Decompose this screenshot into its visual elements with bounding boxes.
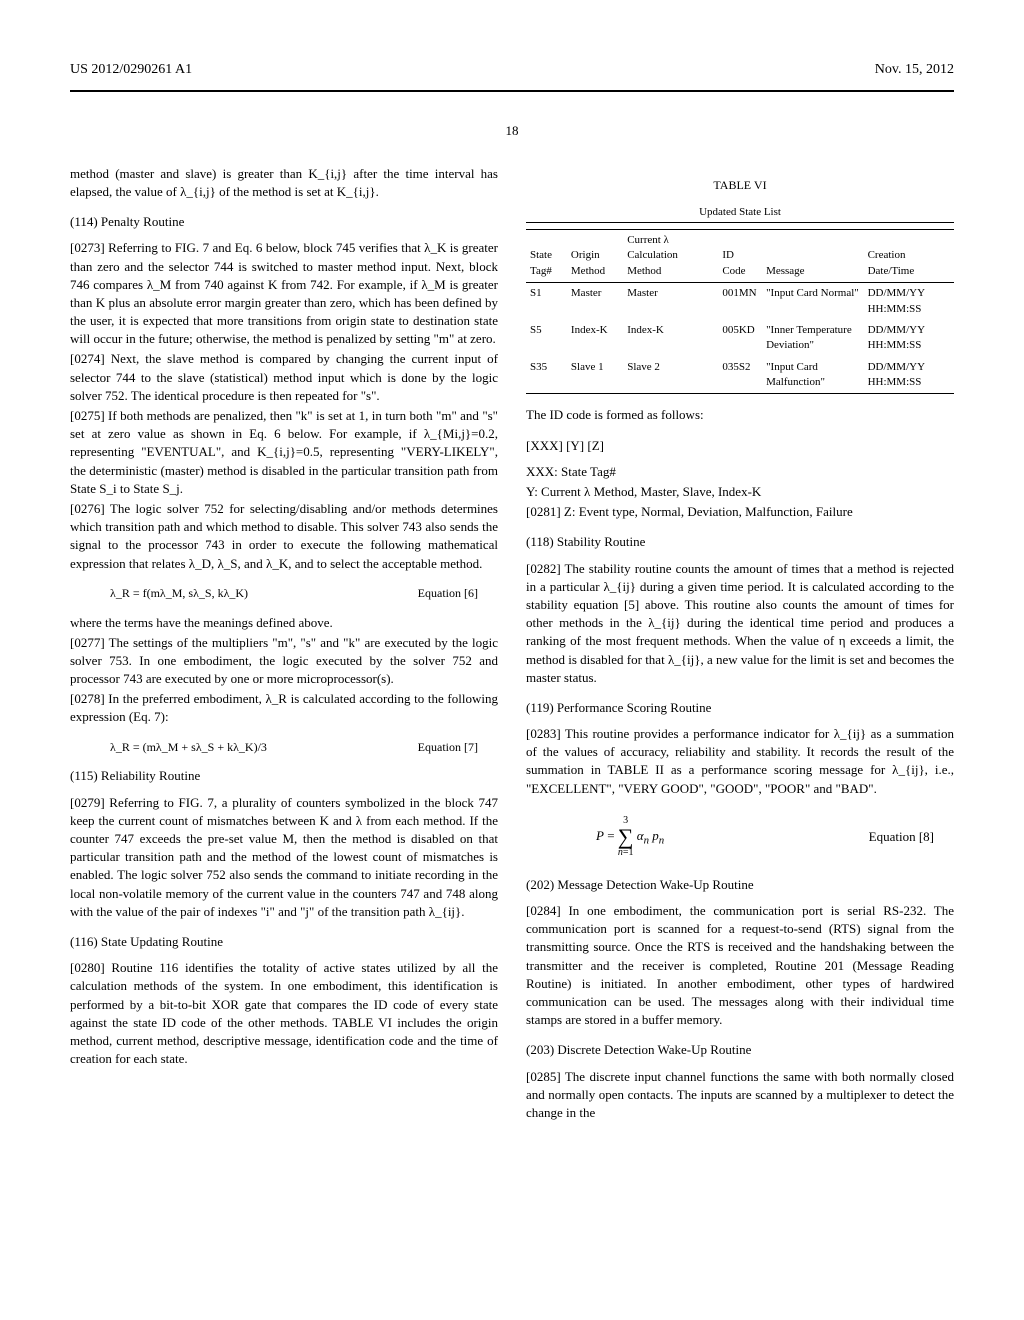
section-116-title: (116) State Updating Routine: [70, 933, 498, 951]
equation-7: λ_R = (mλ_M + sλ_S + kλ_K)/3 Equation [7…: [110, 739, 478, 756]
para-0276: [0276] The logic solver 752 for selectin…: [70, 500, 498, 573]
table6-caption: TABLE VI: [526, 177, 954, 194]
section-118-title: (118) Stability Routine: [526, 533, 954, 551]
table-row: S35 Slave 1 Slave 2 035S2 "Input Card Ma…: [526, 357, 954, 394]
id-pattern: [XXX] [Y] [Z]: [526, 437, 954, 455]
para-0282: [0282] The stability routine counts the …: [526, 560, 954, 687]
th-calc-method: Current λ Calculation Method: [623, 229, 718, 282]
eq8-label: Equation [8]: [869, 828, 934, 846]
cell: Master: [623, 283, 718, 320]
eq7-body: λ_R = (mλ_M + sλ_S + kλ_K)/3: [110, 739, 267, 756]
where-clause: where the terms have the meanings define…: [70, 614, 498, 632]
page-header: US 2012/0290261 A1 Nov. 15, 2012: [70, 60, 954, 80]
table-vi: State Tag# Origin Method Current λ Calcu…: [526, 229, 954, 395]
cell: 005KD: [718, 320, 762, 357]
cell: "Input Card Malfunction": [762, 357, 864, 394]
section-202-title: (202) Message Detection Wake-Up Routine: [526, 876, 954, 894]
cell: 001MN: [718, 283, 762, 320]
th-origin: Origin Method: [567, 229, 623, 282]
header-left: US 2012/0290261 A1: [70, 60, 192, 80]
header-right: Nov. 15, 2012: [875, 60, 954, 80]
th-id-code: ID Code: [718, 229, 762, 282]
left-column: method (master and slave) is greater tha…: [70, 165, 498, 1124]
intro-fragment: method (master and slave) is greater tha…: [70, 165, 498, 201]
section-119-title: (119) Performance Scoring Routine: [526, 699, 954, 717]
table-row: S5 Index-K Index-K 005KD "Inner Temperat…: [526, 320, 954, 357]
equation-8: P = 3 ∑ n=1 αn pn Equation [8]: [596, 816, 934, 858]
eq6-label: Equation [6]: [418, 585, 478, 602]
cell: Slave 1: [567, 357, 623, 394]
table6-subcaption: Updated State List: [526, 205, 954, 223]
right-column: TABLE VI Updated State List State Tag# O…: [526, 165, 954, 1124]
cell: S1: [526, 283, 567, 320]
para-0277: [0277] The settings of the multipliers "…: [70, 634, 498, 689]
table-header-row: State Tag# Origin Method Current λ Calcu…: [526, 229, 954, 282]
para-0280: [0280] Routine 116 identifies the totali…: [70, 959, 498, 1068]
id-format-intro: The ID code is formed as follows:: [526, 406, 954, 424]
eq7-label: Equation [7]: [418, 739, 478, 756]
equation-6: λ_R = f(mλ_M, sλ_S, kλ_K) Equation [6]: [110, 585, 478, 602]
cell: DD/MM/YY HH:MM:SS: [864, 357, 954, 394]
para-0274: [0274] Next, the slave method is compare…: [70, 350, 498, 405]
cell: DD/MM/YY HH:MM:SS: [864, 283, 954, 320]
cell: DD/MM/YY HH:MM:SS: [864, 320, 954, 357]
para-0283: [0283] This routine provides a performan…: [526, 725, 954, 798]
section-114-title: (114) Penalty Routine: [70, 213, 498, 231]
cell: 035S2: [718, 357, 762, 394]
section-203-title: (203) Discrete Detection Wake-Up Routine: [526, 1041, 954, 1059]
cell: S35: [526, 357, 567, 394]
id-y: Y: Current λ Method, Master, Slave, Inde…: [526, 483, 954, 501]
para-0273: [0273] Referring to FIG. 7 and Eq. 6 bel…: [70, 239, 498, 348]
cell: "Inner Temperature Deviation": [762, 320, 864, 357]
para-0284: [0284] In one embodiment, the communicat…: [526, 902, 954, 1029]
section-115-title: (115) Reliability Routine: [70, 767, 498, 785]
table-row: S1 Master Master 001MN "Input Card Norma…: [526, 283, 954, 320]
eq8-body: P = 3 ∑ n=1 αn pn: [596, 816, 664, 858]
cell: "Input Card Normal": [762, 283, 864, 320]
th-message: Message: [762, 229, 864, 282]
two-column-layout: method (master and slave) is greater tha…: [70, 165, 954, 1124]
eq6-body: λ_R = f(mλ_M, sλ_S, kλ_K): [110, 585, 248, 602]
th-creation: Creation Date/Time: [864, 229, 954, 282]
id-xxx: XXX: State Tag#: [526, 463, 954, 481]
para-0275: [0275] If both methods are penalized, th…: [70, 407, 498, 498]
para-0279: [0279] Referring to FIG. 7, a plurality …: [70, 794, 498, 921]
th-state-tag: State Tag#: [526, 229, 567, 282]
cell: Index-K: [567, 320, 623, 357]
header-rule: [70, 90, 954, 92]
cell: S5: [526, 320, 567, 357]
para-0281: [0281] Z: Event type, Normal, Deviation,…: [526, 503, 954, 521]
cell: Slave 2: [623, 357, 718, 394]
cell: Index-K: [623, 320, 718, 357]
sigma-icon: 3 ∑ n=1: [618, 816, 634, 858]
page-number: 18: [70, 122, 954, 140]
para-0278: [0278] In the preferred embodiment, λ_R …: [70, 690, 498, 726]
cell: Master: [567, 283, 623, 320]
para-0285: [0285] The discrete input channel functi…: [526, 1068, 954, 1123]
